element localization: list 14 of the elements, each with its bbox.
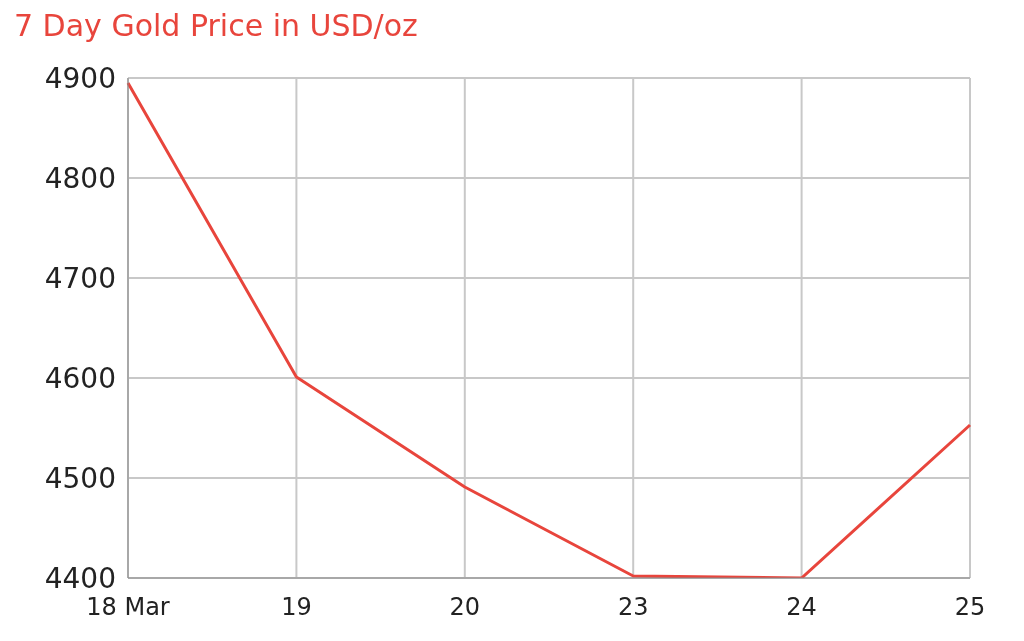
y-tick-label: 4400 [44,561,116,595]
x-tick-label: 18 Mar [86,593,170,622]
y-tick-label: 4700 [44,261,116,295]
y-tick-label: 4600 [44,361,116,395]
x-tick-label: 19 [281,593,312,622]
line-series [126,81,972,578]
x-tick-label: 24 [786,593,817,622]
y-tick-label: 4900 [44,61,116,95]
y-tick-label: 4800 [44,161,116,195]
y-tick-label: 4500 [44,461,116,495]
x-tick-label: 23 [617,593,649,622]
chart-title: 7 Day Gold Price in USD/oz [14,8,419,45]
x-tick-label: 25 [954,593,986,622]
x-tick-label: 20 [449,593,481,622]
